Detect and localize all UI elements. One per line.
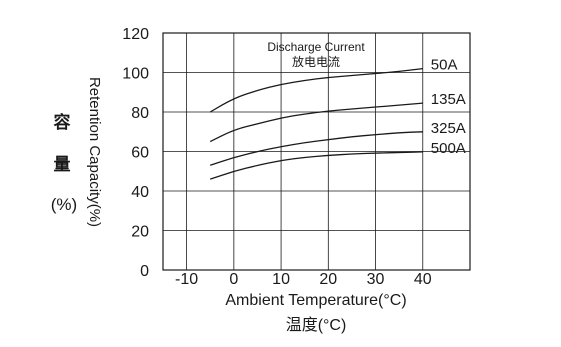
series-label-500a: 500A bbox=[431, 140, 466, 157]
x-tick-label: 40 bbox=[414, 271, 432, 288]
x-tick-label: 10 bbox=[272, 271, 290, 288]
legend-title-cn: 放电电流 bbox=[292, 54, 340, 69]
series-labels: 50A 135A 325A 500A bbox=[431, 57, 466, 157]
x-tick-labels: -10 0 10 20 30 40 bbox=[175, 271, 432, 288]
y-tick-label: 120 bbox=[122, 26, 149, 43]
x-axis-label-cn: 温度(°C) bbox=[286, 316, 347, 334]
y-axis-label-cn-2: 量 bbox=[54, 154, 71, 174]
series-line-325a bbox=[209, 131, 423, 166]
y-axis-label-cn-3: (%) bbox=[51, 195, 77, 214]
series-lines bbox=[209, 67, 423, 180]
x-tick-label: 20 bbox=[319, 271, 337, 288]
y-tick-label: 100 bbox=[122, 66, 149, 83]
series-line-50a bbox=[209, 67, 423, 113]
y-axis-label-cn-1: 容 bbox=[54, 112, 71, 132]
legend-title: Discharge Current bbox=[267, 40, 365, 54]
y-tick-labels: 0 20 40 60 80 100 120 bbox=[122, 26, 149, 280]
y-tick-label: 40 bbox=[131, 184, 149, 201]
series-label-135a: 135A bbox=[431, 91, 466, 108]
series-line-500a bbox=[209, 151, 423, 180]
x-axis-label: Ambient Temperature(°C) bbox=[225, 292, 406, 309]
y-tick-label: 80 bbox=[131, 105, 149, 122]
series-line-135a bbox=[209, 102, 423, 143]
series-label-50a: 50A bbox=[431, 57, 458, 74]
y-tick-label: 60 bbox=[131, 145, 149, 162]
series-label-325a: 325A bbox=[431, 120, 466, 137]
x-tick-label: 0 bbox=[229, 271, 238, 288]
y-tick-label: 20 bbox=[131, 224, 149, 241]
x-tick-label: -10 bbox=[175, 271, 198, 288]
x-tick-label: 30 bbox=[367, 271, 385, 288]
y-axis-label: Retention Capacity(%) bbox=[86, 77, 103, 227]
y-tick-label: 0 bbox=[140, 263, 149, 280]
